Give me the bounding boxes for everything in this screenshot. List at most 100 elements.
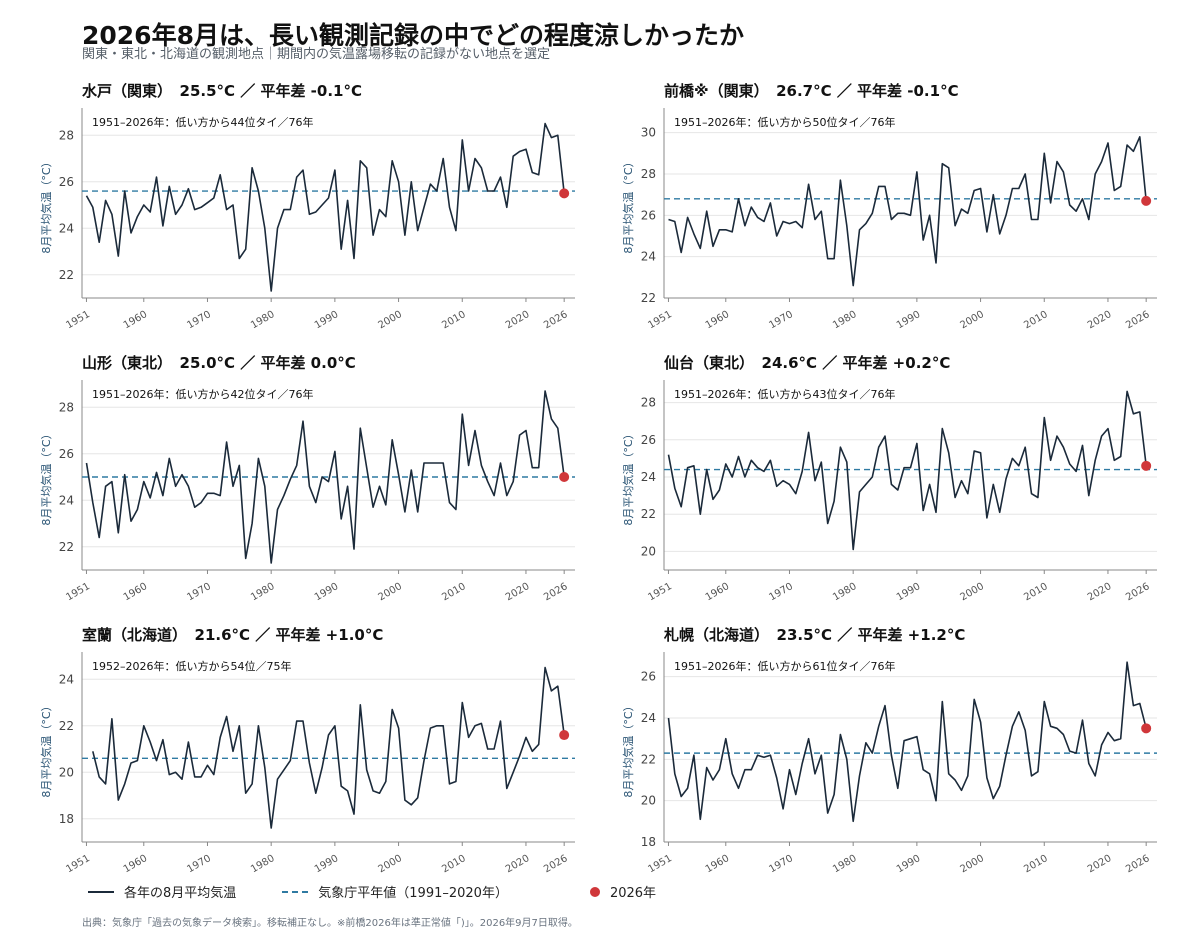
x-tick-label: 2020 (1086, 309, 1114, 331)
x-tick-label: 1990 (313, 581, 341, 603)
chart-panel-muroran: 室蘭（北海道） 21.6°C ／ 平年差 +1.0°C 18 20 22 24 1951… (0, 614, 600, 884)
x-tick-label: 1990 (313, 309, 341, 331)
chart-panel-yamagata: 山形（東北） 25.0°C ／ 平年差 0.0°C 22 24 26 28 1951 19… (0, 342, 600, 612)
y-tick-label: 20 (641, 794, 656, 808)
series-line (85, 122, 565, 292)
x-tick-label: 1990 (895, 853, 923, 875)
y-tick-label: 22 (59, 540, 74, 554)
x-tick-label: 1960 (122, 581, 150, 603)
chart-title: 山形（東北） 25.0°C ／ 平年差 0.0°C (82, 354, 356, 372)
y-tick-label: 22 (641, 291, 656, 305)
highlight-point-2026 (559, 730, 570, 741)
chart-panel-mito: 水戸（関東） 25.5°C ／ 平年差 -0.1°C 22 24 26 28 1951 1… (0, 70, 600, 340)
highlight-point-2026 (1141, 195, 1152, 206)
x-tick-label: 1970 (767, 581, 795, 603)
y-tick-label: 28 (641, 167, 656, 181)
series-line (85, 390, 565, 564)
x-tick-label: 1951 (64, 581, 92, 603)
chart-svg: 20 22 24 26 28 1951 1960 1970 1980 1990 2000 2010 20… (621, 380, 1157, 603)
y-axis-label: 8月平均気温（°C） (39, 156, 53, 253)
x-tick-label: 1951 (64, 853, 92, 875)
x-tick-label: 2020 (1086, 581, 1114, 603)
x-tick-label: 1960 (704, 581, 732, 603)
chart-panel-maebashi: 前橋※（関東） 26.7°C ／ 平年差 -0.1°C 22 24 26 28 30 19… (582, 70, 1182, 340)
x-tick-label: 1990 (895, 309, 923, 331)
x-tick-label: 2010 (440, 309, 468, 331)
x-tick-label: 2000 (959, 309, 987, 331)
x-tick-label: 2026 (1124, 853, 1152, 875)
x-tick-label: 2026 (542, 309, 570, 331)
highlight-point-2026 (559, 472, 570, 482)
x-tick-label: 2026 (1124, 581, 1152, 603)
y-tick-label: 24 (59, 493, 74, 507)
x-tick-label: 2026 (542, 853, 570, 875)
x-tick-label: 1970 (767, 309, 795, 331)
x-tick-label: 1970 (185, 309, 213, 331)
y-tick-label: 22 (641, 752, 656, 766)
y-tick-label: 26 (59, 175, 74, 189)
series-line (668, 136, 1147, 287)
series-line (667, 390, 1147, 551)
x-tick-label: 1951 (646, 309, 674, 331)
x-tick-label: 2010 (1022, 581, 1050, 603)
x-tick-label: 2010 (1022, 309, 1050, 331)
x-tick-label: 1960 (704, 853, 732, 875)
legend-item-2026: 2026年 (554, 882, 656, 901)
chart-title: 水戸（関東） 25.5°C ／ 平年差 -0.1°C (82, 82, 362, 100)
chart-svg: 22 24 26 28 1951 1960 1970 1980 1990 2000 2010 2020… (39, 108, 575, 331)
x-tick-label: 2026 (1124, 309, 1152, 331)
chart-svg: 22 24 26 28 1951 1960 1970 1980 1990 2000 2010 2020… (39, 380, 575, 603)
chart-title: 室蘭（北海道） 21.6°C ／ 平年差 +1.0°C (82, 626, 384, 644)
legend-line-swatch (88, 890, 114, 893)
x-tick-label: 2000 (377, 581, 405, 603)
y-tick-label: 28 (641, 396, 656, 410)
chart-svg: 18 20 22 24 1951 1960 1970 1980 1990 2000 2010 2020… (39, 652, 575, 875)
y-tick-label: 18 (641, 835, 656, 849)
y-axis-label: 8月平均気温（°C） (621, 156, 635, 253)
y-axis-label: 8月平均気温（°C） (39, 428, 53, 525)
x-tick-label: 2000 (959, 853, 987, 875)
x-tick-label: 1960 (704, 309, 732, 331)
legend-dot-swatch (589, 886, 600, 897)
y-axis-label: 8月平均気温（°C） (621, 428, 635, 525)
x-tick-label: 2020 (504, 853, 532, 875)
y-tick-label: 26 (59, 447, 74, 461)
highlight-point-2026 (559, 188, 570, 199)
x-tick-label: 1951 (64, 309, 92, 331)
x-tick-label: 2000 (377, 853, 405, 875)
chart-annotation: 1951–2026年：低い方から43位タイ／76年 (674, 387, 895, 401)
page-title: 2026年8月は、長い観測記録の中でどの程度涼しかったか (82, 21, 744, 50)
chart-panel-sendai: 仙台（東北） 24.6°C ／ 平年差 +0.2°C 20 22 24 26 28 195… (582, 342, 1182, 612)
highlight-point-2026 (1141, 460, 1152, 471)
y-axis-label: 8月平均気温（°C） (39, 700, 53, 797)
y-tick-label: 28 (59, 400, 74, 414)
y-tick-label: 28 (59, 128, 74, 142)
x-tick-label: 1990 (895, 581, 923, 603)
y-tick-label: 24 (641, 250, 656, 264)
legend-item-normal: 気象庁平年値（1991–2020年） (282, 882, 508, 901)
chart-annotation: 1951–2026年：低い方から44位タイ／76年 (92, 115, 313, 129)
legend-label-normal: 気象庁平年値（1991–2020年） (318, 886, 508, 901)
x-tick-label: 2010 (440, 581, 468, 603)
y-tick-label: 26 (641, 433, 656, 447)
x-tick-label: 1951 (646, 853, 674, 875)
x-tick-label: 2020 (1086, 853, 1114, 875)
y-axis-label: 8月平均気温（°C） (621, 700, 635, 797)
y-tick-label: 24 (641, 470, 656, 484)
y-tick-label: 22 (59, 719, 74, 733)
y-tick-label: 20 (641, 544, 656, 558)
chart-svg: 18 20 22 24 26 1951 1960 1970 1980 1990 2000 2010 20… (621, 652, 1157, 875)
chart-annotation: 1951–2026年：低い方から61位タイ／76年 (674, 659, 895, 673)
x-tick-label: 2010 (1022, 853, 1050, 875)
highlight-point-2026 (1141, 723, 1152, 734)
x-tick-label: 1960 (122, 853, 150, 875)
x-tick-label: 1970 (185, 853, 213, 875)
x-tick-label: 1980 (831, 581, 859, 603)
y-tick-label: 26 (641, 208, 656, 222)
y-tick-label: 30 (641, 126, 656, 140)
x-tick-label: 1990 (313, 853, 341, 875)
chart-title: 前橋※（関東） 26.7°C ／ 平年差 -0.1°C (664, 82, 959, 100)
legend-dash-swatch (282, 890, 309, 893)
chart-annotation: 1951–2026年：低い方から50位タイ／76年 (674, 115, 895, 129)
series-line (92, 666, 565, 829)
